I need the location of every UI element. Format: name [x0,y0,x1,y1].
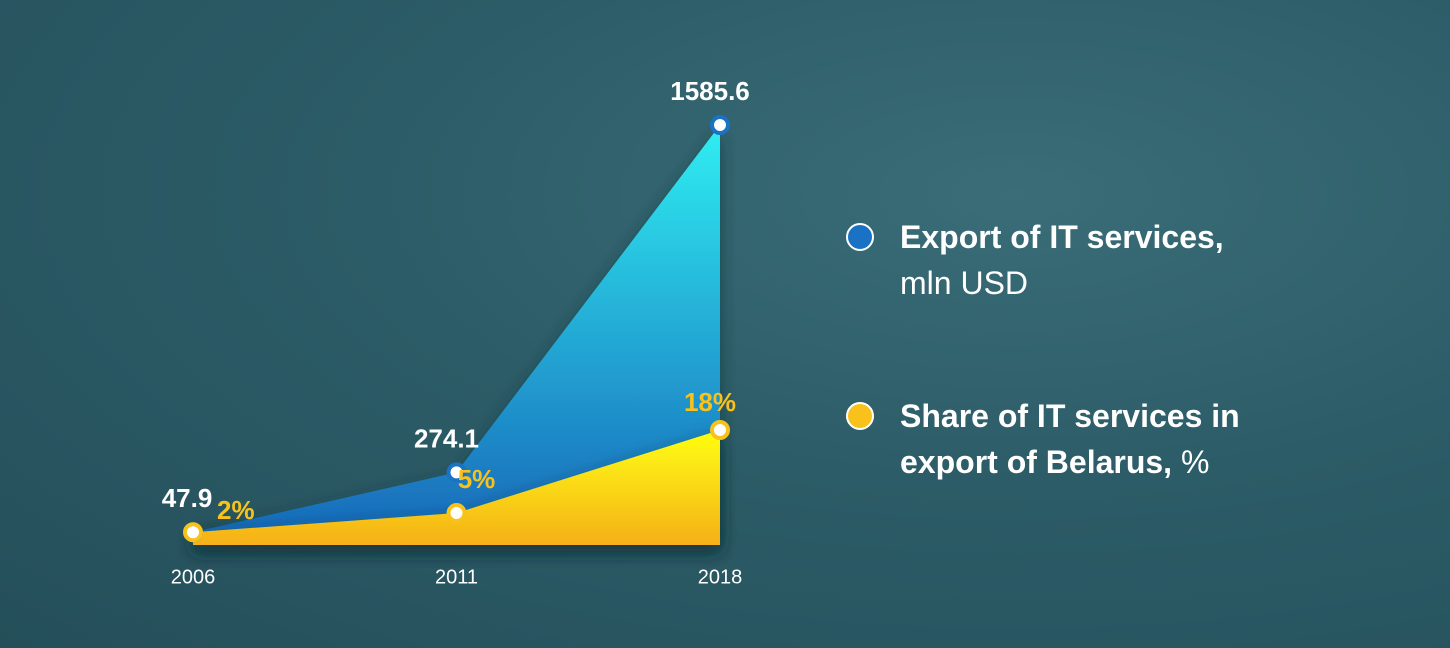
legend-unit: mln USD [900,265,1029,301]
value-label: 1585.6 [670,76,750,106]
x-tick-label: 2011 [435,566,478,588]
x-tick-label: 2018 [698,566,743,588]
legend-swatch [846,223,874,251]
legend-label: Export of IT services, [900,219,1224,255]
value-label: 47.9 [162,483,213,513]
legend-item: Export of IT services, mln USD [842,214,1340,306]
marker [446,503,467,524]
value-label: 274.1 [414,423,479,453]
marker [710,115,730,135]
x-tick-label: 2006 [171,566,216,588]
legend-label: Share of IT services in export of Belaru… [900,398,1240,480]
value-label: 2% [217,495,255,525]
area [193,125,720,545]
legend-unit: % [1180,444,1210,480]
value-label: 18% [684,387,736,417]
marker [446,462,467,483]
marker [710,420,730,440]
marker [183,522,203,543]
value-label: 5% [458,464,496,494]
legend-item: Share of IT services in export of Belaru… [842,393,1340,485]
legend-swatch [846,402,874,430]
area [193,430,720,545]
